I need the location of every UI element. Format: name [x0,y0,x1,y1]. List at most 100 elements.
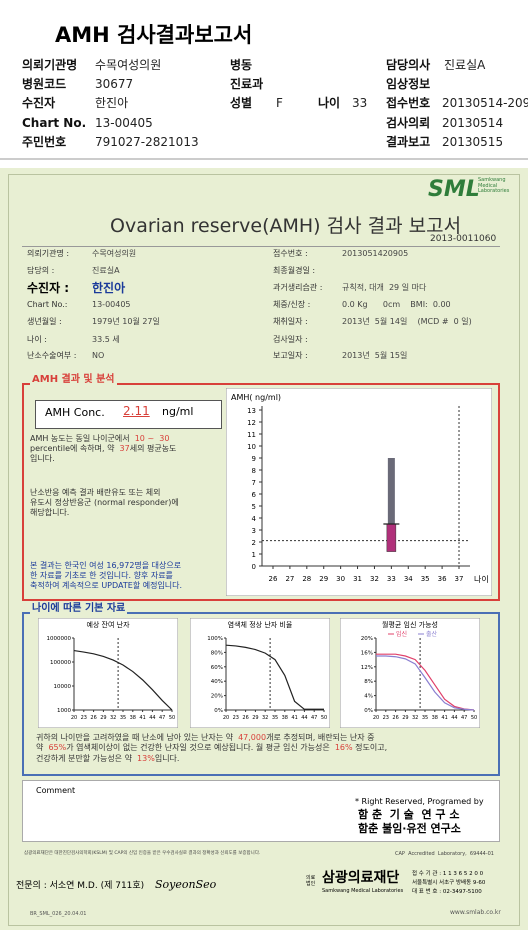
field-value: 한진아 [95,96,129,110]
lab-name: 함 춘 기 술 연 구 소 [358,808,460,821]
x-tick-label: 23 [383,715,389,721]
y-tick-label: 13 [247,407,256,415]
x-tick-label: 44 [451,715,457,721]
age-chart: 염색체 정상 난자 비율 0% 20% 40% 60% 80% 100% 20 23 26 29 32… [190,618,330,728]
field-label: 병동 [230,58,253,72]
info-label: 의뢰기관명 : [27,249,70,258]
field-label: 주민번호 [22,135,67,149]
field-value: 20130514 [442,116,504,130]
y-tick-label: 60% [211,665,223,671]
x-tick-label: 23 [81,715,87,721]
signature: SoyeonSeo [155,878,217,891]
x-tick-label: 31 [353,575,362,583]
address: 대 표 번 호 : 02-3497-5100 [412,889,482,895]
y-tick-label: 0 [252,563,256,571]
title: AMH 검사결과보고서 [55,23,253,47]
info-label: 접수번호 : [273,249,308,258]
field-label: 나이 [318,96,341,110]
x-tick-label: 29 [100,715,106,721]
text-part: percentile에 속하며, 약 [30,444,115,453]
x-tick-label: 41 [291,715,297,721]
highlight: 65% [48,743,67,753]
x-tick-label: 47 [159,715,165,721]
text-part: 세의 평균농도 입니다. [30,444,177,463]
y-tick-label: 0% [214,708,223,714]
y-tick-label: 2 [252,539,256,547]
amh-unit: ng/ml [162,405,194,418]
plot-bg [226,388,492,596]
y-tick-label: 3 [252,527,256,535]
info-value: 수목여성의원 [92,249,137,258]
highlight: 13% [137,753,155,763]
text-part: 가 염색체이상이 없는 건강한 난자일 것으로 예상됩니다. 월 평균 임신 가… [66,743,335,753]
y-tick-label: 40% [211,679,223,685]
info-value: 33.5 세 [92,335,120,344]
doctor: 전문의 : 서소연 M.D. (제 711호) [16,881,145,891]
x-tick-label: 29 [252,715,258,721]
section-title: AMH 결과 및 분석 [30,374,117,387]
x-tick-label: 28 [302,575,311,583]
x-tick-label: 35 [272,715,278,721]
text-part: 귀하의 나이만을 고려하였을 때 난소에 남아 있는 난자는 약 [36,733,239,742]
address: 서울특별시 서초구 방배동 9-60 [412,880,486,886]
info-label: 채취일자 : [273,317,308,326]
y-tick-label: 11 [247,431,256,439]
field-label: 검사의뢰 [386,116,431,130]
box [386,523,397,552]
interpretation: AMH 농도는 동일 나이군에서 10 ~ 30 percentile에 속하며… [30,434,176,464]
y-tick-label: 9 [252,455,256,463]
x-tick-label: 41 [139,715,145,721]
info-value: 1979년 10월 27일 [92,317,160,326]
lab-name: 함춘 불임·유전 연구소 [358,822,461,835]
age-chart: 예상 잔여 난자 1000 10000 100000 1000000 20 23 26 29 32… [38,618,178,728]
y-tick-label: 100000 [50,660,71,666]
legend-label: 출산 [426,630,438,638]
x-tick-label: 32 [370,575,379,583]
line [225,644,324,710]
x-tick-label: 36 [438,575,447,583]
x-tick-label: 38 [282,715,288,721]
doc-no: 2013-0011060 [430,234,497,244]
field-value: 20130515 [442,135,504,149]
range-bar [387,458,395,524]
info-label: 과거생리습관 : [273,283,323,292]
y-tick-label: 5 [252,503,256,511]
amh-box [22,383,500,601]
comment-label: Comment [36,786,76,795]
info-label: 생년월일 : [27,317,62,326]
info-value: NO [92,351,105,360]
info-label: 최종월경일 : [273,266,316,275]
logo-sub: Samkwang Medical Laboratories [478,177,510,194]
panel [340,618,480,728]
summary: 귀하의 나이만을 고려하였을 때 난소에 남아 있는 난자는 약 47,000개… [36,733,387,764]
field-label: 병원코드 [22,77,67,91]
info-rule [22,246,500,247]
y-tick-label: 16% [361,650,373,656]
section-title: 나이에 따른 기본 자료 [30,603,128,616]
x-tick-label: 26 [269,575,278,583]
x-tick-label: 47 [461,715,467,721]
y-tick-label: 12 [247,419,256,427]
field-value: 13-00405 [95,116,153,130]
field-value: 30677 [95,77,134,91]
web: www.smlab.co.kr [450,909,501,916]
comment-box [22,780,500,842]
info-label: 보고일자 : [273,351,308,360]
highlight: 10 ~ 30 [134,434,170,443]
y-tick-label: 8% [364,679,373,685]
info-value: 2013년 5월 15일 [342,351,408,360]
x-tick-label: 32 [110,715,116,721]
org: 삼광의료재단 [322,870,400,886]
y-tick-label: 12% [361,665,373,671]
text-part: AMH 농도는 동일 나이군에서 [30,434,135,443]
highlight: 37 [119,444,130,453]
x-tick-label: 20 [373,715,379,721]
field-label: 접수번호 [386,96,431,110]
x-tick-label: 35 [421,575,430,583]
y-tick-label: 1000 [57,708,71,714]
note: 본 결과는 한국인 여성 16,972명을 대상으로 한 자료를 기초로 한 것… [30,561,183,590]
logo: SML [428,177,480,202]
report-title: Ovarian reserve(AMH) 검사 결과 보고서 [110,215,462,237]
y-tick-label: 20% [361,636,373,642]
